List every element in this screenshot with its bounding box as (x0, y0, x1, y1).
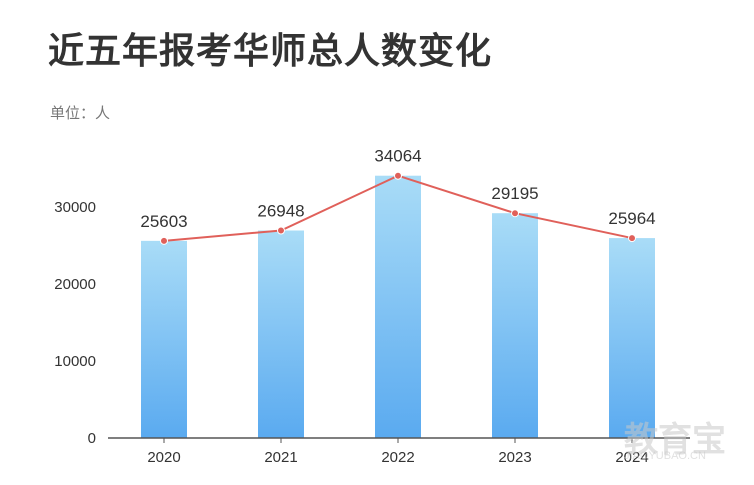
x-tick-label-2022: 2022 (381, 449, 414, 466)
y-tick-label: 10000 (54, 353, 96, 370)
y-tick-label: 30000 (54, 199, 96, 216)
x-tick-label-2023: 2023 (498, 449, 531, 466)
bar-2024 (609, 238, 655, 438)
point-2021 (277, 226, 285, 235)
bar-2021 (258, 230, 304, 438)
y-tick-label: 0 (88, 430, 96, 447)
data-label-2021: 26948 (257, 202, 304, 221)
data-labels: 25603 26948 34064 29195 25964 (140, 147, 655, 231)
data-label-2020: 25603 (140, 212, 187, 231)
y-axis: 0 10000 20000 30000 (54, 199, 96, 447)
watermark-logo: 教育宝 (624, 420, 726, 460)
bar-2022 (375, 175, 421, 438)
x-axis: 2020 2021 2022 2023 2024 (147, 438, 649, 466)
y-tick-label: 20000 (54, 276, 96, 293)
point-2024 (628, 234, 636, 243)
trend-points (160, 171, 636, 245)
point-2022 (394, 171, 402, 180)
point-2020 (160, 236, 168, 245)
x-tick-label-2021: 2021 (264, 449, 297, 466)
watermark-url: JIAOYUBAO.CN (624, 450, 706, 462)
x-tick-label-2024: 2024 (615, 449, 648, 466)
data-label-2024: 25964 (608, 209, 655, 228)
data-label-2022: 34064 (374, 147, 421, 166)
data-label-2023: 29195 (491, 184, 538, 203)
unit-label: 单位：人 (50, 104, 111, 122)
x-tick-label-2020: 2020 (147, 449, 180, 466)
chart-title: 近五年报考华师总人数变化 (48, 31, 493, 72)
bar-2023 (492, 213, 538, 438)
point-2023 (511, 209, 519, 218)
bar-series (141, 175, 655, 438)
bar-2020 (141, 240, 187, 438)
